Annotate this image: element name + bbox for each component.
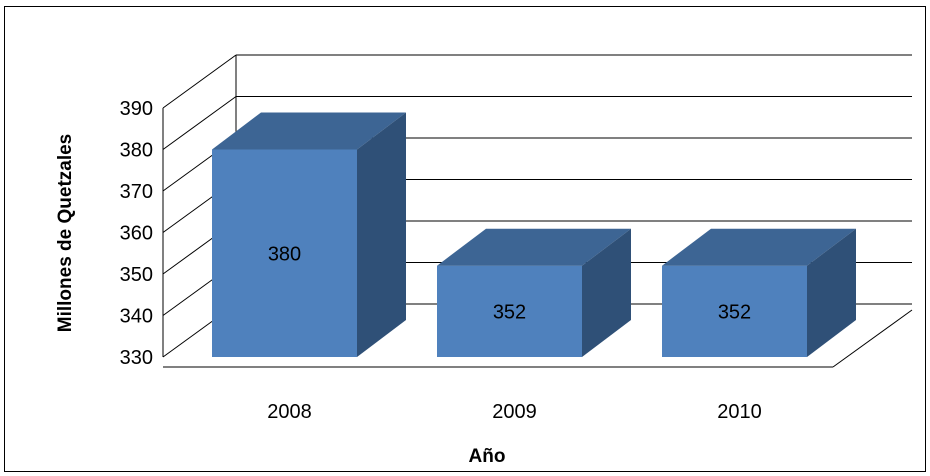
- bar-front: [437, 265, 582, 357]
- data-label: 352: [718, 301, 751, 323]
- gridline-wall-380: [162, 96, 237, 150]
- x-tick-label: 2010: [717, 401, 762, 423]
- bar-2009: [437, 228, 631, 357]
- y-tick-label: 330: [120, 347, 153, 369]
- bar-front: [662, 265, 807, 357]
- x-tick-label: 2009: [492, 401, 537, 423]
- bar-top: [662, 228, 856, 266]
- bar-2010: [662, 228, 856, 357]
- y-axis-title: Millones de Quetzales: [55, 134, 76, 333]
- bar-2008: [212, 112, 406, 357]
- bar-side: [807, 228, 856, 357]
- x-axis-title: Año: [469, 446, 506, 467]
- bar-side: [582, 228, 631, 357]
- y-tick-label: 360: [120, 223, 153, 245]
- y-tick-label: 350: [120, 264, 153, 286]
- gridline-wall-390: [162, 54, 237, 109]
- bar-side: [357, 112, 406, 357]
- floor-right-edge: [832, 309, 913, 368]
- bar-top: [437, 228, 631, 266]
- labels-layer: 330 340 350 360 370 380 390 380 2008 352 2009 352 20…: [120, 98, 762, 423]
- y-tick-label: 340: [120, 306, 153, 328]
- y-tick-label: 390: [120, 98, 153, 120]
- y-tick-label: 380: [120, 140, 153, 162]
- data-label: 380: [268, 243, 301, 265]
- data-label: 352: [493, 301, 526, 323]
- x-tick-label: 2008: [267, 401, 312, 423]
- bars-layer: [212, 112, 856, 357]
- y-tick-label: 370: [120, 181, 153, 203]
- bar-front: [212, 149, 357, 357]
- bar-top: [212, 112, 406, 150]
